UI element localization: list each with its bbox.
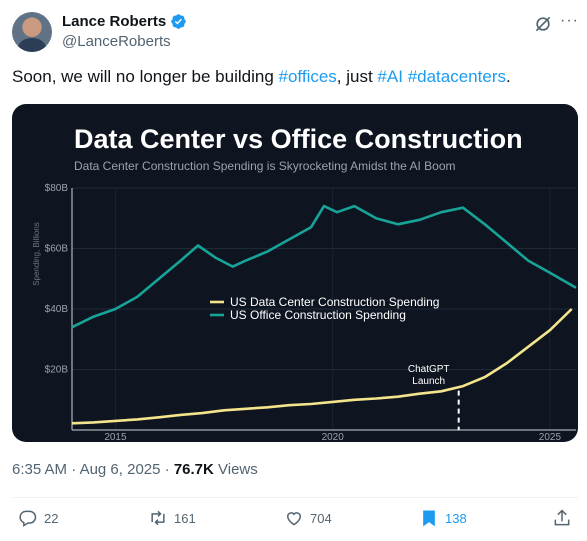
more-icon[interactable]: ··· [560, 12, 579, 29]
x-tick-label: 2020 [322, 432, 345, 442]
x-tick-label: 2025 [539, 432, 562, 442]
reply-count: 22 [44, 510, 59, 526]
tweet-text-part: . [505, 67, 511, 86]
views-label: Views [213, 461, 258, 478]
like-button[interactable]: 704 [284, 508, 332, 528]
chart-title: Data Center vs Office Construction [74, 124, 523, 154]
author-name-row: Lance Roberts [62, 13, 187, 30]
tweet-text-part: Soon, we will no longer be building [12, 67, 279, 86]
annotation-label: ChatGPT [408, 364, 450, 375]
share-icon [554, 509, 570, 526]
avatar[interactable] [12, 12, 52, 52]
y-tick-label: $40B [45, 304, 69, 315]
tweet-text-part: , just [336, 67, 378, 86]
divider [12, 497, 578, 498]
retweet-count: 161 [174, 510, 196, 526]
meta-separator: · [160, 461, 174, 478]
annotation-label: Launch [412, 376, 445, 387]
series-line-datacenter [71, 308, 573, 425]
legend-entry: US Data Center Construction Spending [230, 295, 439, 309]
meta-separator: · [67, 461, 80, 478]
retweet-button[interactable]: 161 [148, 508, 196, 528]
verified-badge-icon [171, 14, 186, 29]
y-tick-label: $60B [45, 244, 69, 255]
y-tick-label: $20B [45, 365, 69, 376]
legend-entry: US Office Construction Spending [230, 308, 406, 322]
retweet-icon [151, 510, 165, 526]
tweet-time[interactable]: 6:35 AM [12, 461, 68, 478]
like-icon [286, 512, 302, 526]
chart-subtitle: Data Center Construction Spending is Sky… [74, 159, 456, 173]
author-handle[interactable]: @LanceRoberts [62, 33, 171, 50]
reply-icon [19, 510, 37, 527]
x-tick-label: 2015 [104, 432, 127, 442]
tweet-text: Soon, we will no longer be building #off… [12, 67, 511, 87]
views-count: 76.7K [173, 461, 214, 478]
tweet-meta: 6:35 AM · Aug 6, 2025 · 76.7K Views [12, 461, 258, 478]
like-count: 704 [310, 510, 332, 526]
tweet-date[interactable]: Aug 6, 2025 [79, 461, 161, 478]
tweet-media-chart[interactable]: Data Center vs Office Construction Data … [12, 104, 578, 442]
hashtag-offices[interactable]: #offices [278, 67, 337, 86]
y-axis-label: Spending, Billions [32, 222, 41, 286]
grok-icon[interactable] [533, 14, 553, 34]
y-tick-label: $80B [45, 183, 69, 194]
bookmark-button[interactable]: 138 [419, 508, 467, 528]
hashtag-ai[interactable]: #AI [377, 67, 403, 86]
hashtag-datacenters[interactable]: #datacenters [407, 67, 506, 86]
bookmark-count: 138 [445, 510, 467, 526]
share-button[interactable] [552, 508, 572, 528]
author-name[interactable]: Lance Roberts [62, 13, 167, 30]
reply-button[interactable]: 22 [18, 508, 58, 528]
chart: Data Center vs Office Construction Data … [32, 124, 577, 442]
bookmark-icon [423, 510, 435, 527]
series-line-office [71, 204, 577, 329]
